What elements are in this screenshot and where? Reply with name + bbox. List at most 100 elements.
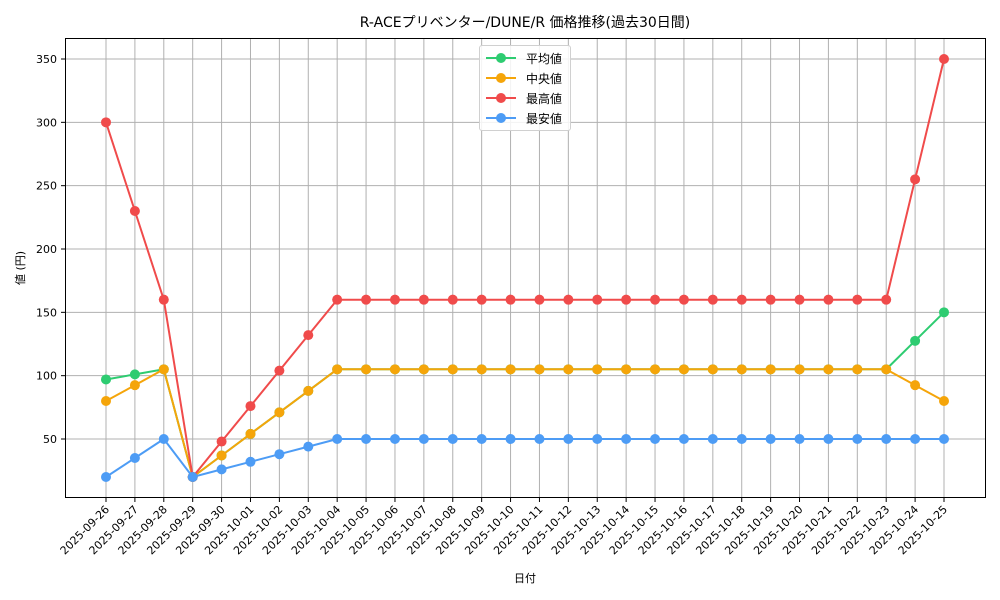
data-point [621,364,632,375]
data-point [245,428,256,439]
data-point [505,294,516,305]
data-point [678,294,689,305]
data-point [476,364,487,375]
y-axis-label: 値 (円) [14,251,27,285]
data-point [361,294,372,305]
legend-item: 平均値 [480,48,570,68]
y-tick-label: 350 [36,53,57,66]
data-point [852,434,863,444]
y-tick-label: 300 [36,116,57,129]
data-point [418,434,429,444]
data-point [939,54,949,64]
data-point [794,364,805,375]
data-point [534,434,545,444]
data-point [187,472,198,482]
data-point [794,294,805,305]
y-tick-label: 50 [43,433,57,446]
data-point [101,117,111,128]
data-point [389,364,400,375]
y-tick-label: 200 [36,243,57,256]
series-最安値 [101,434,949,482]
data-point [274,449,285,460]
legend-label: 最高値 [526,91,563,106]
data-point [303,441,314,452]
data-point [332,364,343,375]
data-point [129,206,140,216]
data-point [418,364,429,375]
data-point [707,364,718,375]
series-line [105,437,944,479]
data-point [707,294,718,305]
legend-marker-icon [486,92,516,104]
data-point [361,434,372,444]
data-point [303,330,314,341]
y-tick-label: 250 [36,180,57,193]
legend: 平均値中央値最高値最安値 [479,45,571,131]
data-point [881,294,892,305]
data-point [765,434,776,444]
data-point [216,436,227,447]
data-point [823,364,834,375]
data-point [476,434,487,444]
data-point [303,385,314,396]
data-point [621,434,632,444]
y-tick-label: 100 [36,370,57,383]
data-point [736,434,747,444]
data-point [101,396,111,406]
data-point [389,294,400,305]
data-point [852,294,863,305]
data-point [534,294,545,305]
data-point [650,294,661,305]
data-point [678,434,689,444]
data-point [332,434,343,444]
legend-marker-icon [486,112,516,124]
data-point [765,294,776,305]
data-point [910,434,921,444]
data-point [939,434,949,444]
data-point [101,472,111,482]
data-point [823,434,834,444]
data-point [361,364,372,375]
data-point [447,294,458,305]
data-point [852,364,863,375]
legend-item: 中央値 [480,68,570,88]
data-point [939,307,949,318]
data-point [158,294,169,305]
data-point [505,434,516,444]
data-point [910,335,921,346]
series-line [105,311,945,479]
series-line [105,367,945,479]
data-point [534,364,545,375]
data-point [274,407,285,418]
x-axis-label: 日付 [514,572,536,585]
legend-marker-icon [486,52,516,64]
data-point [939,396,949,406]
data-point [563,364,574,375]
data-point [910,174,921,185]
legend-label: 最安値 [526,111,563,126]
data-point [332,294,343,305]
data-point [447,434,458,444]
data-point [418,294,429,305]
series-平均値 [101,307,949,482]
legend-item: 最安値 [480,108,570,128]
data-point [216,464,227,475]
data-point [563,434,574,444]
data-point [389,434,400,444]
data-point [592,434,603,444]
data-point [592,364,603,375]
data-point [765,364,776,375]
data-point [650,364,661,375]
data-point [129,369,140,380]
series-中央値 [101,364,949,482]
data-point [505,364,516,375]
data-point [476,294,487,305]
data-point [129,453,140,463]
data-point [447,364,458,375]
x-axis: 2025-09-262025-09-272025-09-282025-09-29… [58,498,950,557]
data-point [129,380,140,391]
data-point [881,434,892,444]
data-point [245,401,256,412]
axes-frame [65,38,986,498]
legend-label: 平均値 [526,51,563,66]
